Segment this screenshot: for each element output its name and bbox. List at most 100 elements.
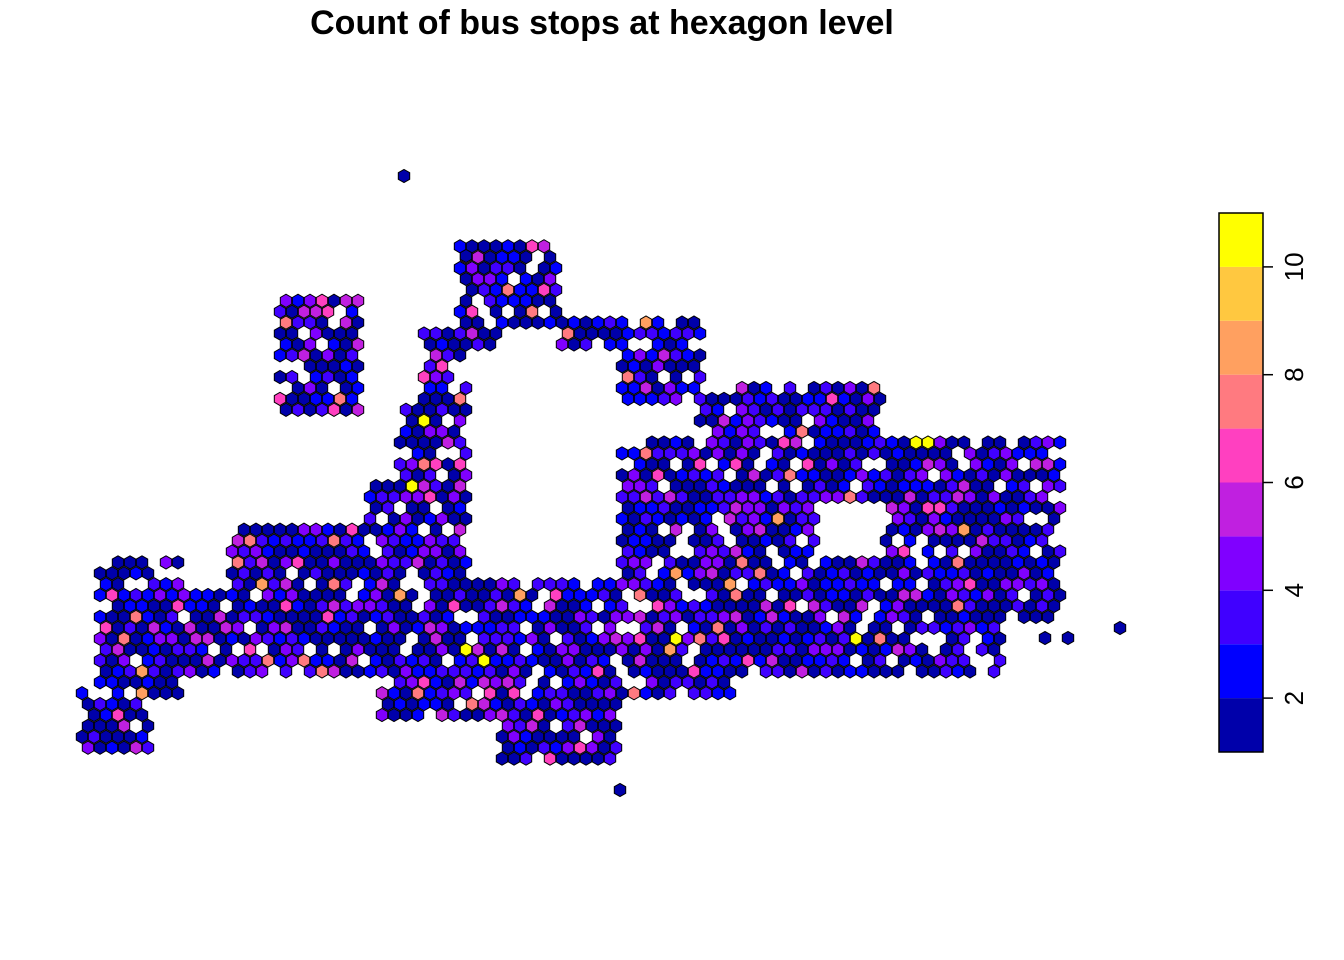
hexagon-cell [855,489,869,505]
hexagon-cell [1047,468,1061,483]
hexagon-cell [519,598,533,614]
legend-color-bin [1219,536,1263,591]
hexagon-cell [321,369,335,385]
hexagon-cell [297,566,311,581]
hexagon-cell [573,653,587,668]
hexagon-cell [747,424,761,439]
hexagon-cell [663,337,677,352]
hexagon-cell [1029,522,1043,537]
hexagon-cell [375,707,389,723]
hexagon-cell [927,511,941,526]
hexagon-cell [933,587,947,603]
hexagon-cell [771,489,785,505]
hexagon-cell [183,642,197,657]
hexagon-cell [129,587,143,603]
hexagon-cell [1017,544,1031,559]
hexagon-cell [81,718,95,734]
hexagon-cell [381,500,395,516]
hexagon-cell [957,566,971,581]
hexagon-cell [117,609,131,625]
hexagon-cell [489,587,503,603]
hexagon-cell [435,424,449,439]
hexagon-cell [273,587,287,603]
legend-color-bin [1219,374,1263,429]
hexagon-cell [1005,587,1019,603]
hexagon-cell [729,435,743,450]
hexagon-cell [579,337,593,352]
hexagon-cell [867,642,881,657]
hexagon-cell [483,250,497,265]
hexagon-cell [441,609,455,625]
hexagon-cell [699,642,713,657]
hexagon-cell [753,631,767,646]
hexagon-cell [789,653,803,668]
hexagon-cell [1053,587,1067,603]
hexagon-cell [831,380,845,396]
hexagon-cell [633,522,647,537]
hexagon-cell [411,707,425,723]
hexagon-cell [969,457,983,472]
hexagon-cell [645,609,659,625]
hexagon-cell [651,598,665,614]
hexagon-cell [579,707,593,723]
hexagon-cell [597,740,611,755]
hexagon-cell [687,315,701,330]
hexagon-cell [171,598,185,614]
hexagon-cell [465,282,479,298]
hexagon-cell [975,555,989,570]
hexagon-cell [381,587,395,603]
hexagon-cell [771,642,785,657]
hexagon-cell [429,544,443,559]
hexagon-cell [1029,566,1043,581]
hexagon-cell [417,369,431,385]
hexagon-cell [705,566,719,581]
hexagon-cell [189,609,203,625]
hexagon-cell [765,500,779,516]
hexagon-cell [825,653,839,668]
hexagon-cell [711,555,725,570]
hexagon-cell [309,304,323,319]
hexagon-cell [351,555,365,570]
hexagon-cell [477,260,491,276]
hexagon-cell [891,446,905,461]
hexagon-cell [759,664,773,679]
hexagon-cell [369,631,383,646]
hexagon-cell [567,577,581,592]
hexagon-cell [615,686,629,701]
hexagon-cell [993,653,1007,668]
hexagon-cell [1047,577,1061,592]
hexagon-cell [459,511,473,526]
hexagon-cell [825,413,839,428]
hexagon-cell [375,533,389,548]
hexagon-cell [339,337,353,352]
hexagon-cell [399,533,413,548]
hexagon-cell [663,598,677,614]
hexagon-cell [963,555,977,570]
hexagon-cell [663,620,677,635]
hexagon-cell [873,566,887,581]
hexagon-cell [657,348,671,363]
hexagon-cell [291,577,305,592]
hexagon-cell [651,380,665,396]
hexagon-cell [447,511,461,526]
hexagon-cell [885,631,899,646]
hexagon-cell [627,489,641,505]
hexagon-cell [495,577,509,592]
hexagon-cell [693,348,707,363]
hexagon-cell [837,413,851,428]
hexagon-cell [831,446,845,461]
hexagon-cell [1041,587,1055,603]
hexagon-cell [693,675,707,690]
hexagon-cell [993,435,1007,450]
hexagon-cell [759,380,773,396]
hexagon-cell [585,631,599,646]
hexagon-cell [615,511,629,526]
hexagon-cell [327,293,341,308]
hexagon-cell [501,631,515,646]
hexagon-cell [879,446,893,461]
hexagon-cell [573,675,587,690]
hexagon-cell [459,337,473,352]
hexagon-cell [663,642,677,657]
hexagon-cell [879,468,893,483]
hexagon-cell [393,609,407,625]
